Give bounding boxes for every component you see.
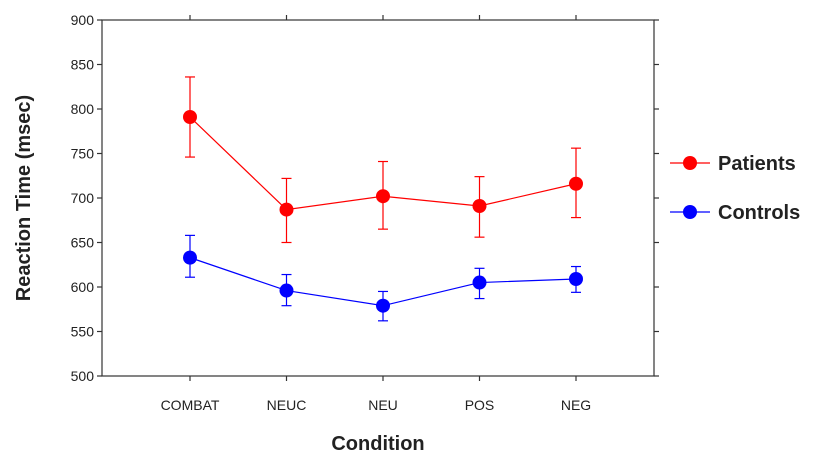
- data-point-controls: [183, 250, 197, 265]
- x-axis-title: Condition: [331, 433, 424, 455]
- y-tick-label: 750: [71, 146, 95, 162]
- legend-marker-patients: [683, 156, 697, 170]
- y-axis: 500 550 600 650 700 750 800 850 900: [71, 12, 659, 384]
- data-point-patients: [279, 202, 294, 217]
- y-axis-title: Reaction Time (msec): [13, 95, 35, 301]
- data-point-controls: [569, 271, 583, 286]
- data-point-patients: [376, 189, 390, 204]
- legend-label-controls: Controls: [718, 202, 800, 224]
- x-tick-label: NEUC: [267, 397, 307, 413]
- x-axis: COMBAT NEUC NEU POS NEG: [161, 15, 591, 413]
- x-tick-label: NEU: [368, 397, 398, 413]
- y-tick-label: 600: [71, 279, 95, 295]
- y-tick-label: 550: [71, 324, 95, 340]
- y-tick-label: 800: [71, 101, 95, 117]
- data-point-controls: [376, 298, 390, 313]
- data-point-patients: [183, 110, 197, 125]
- data-point-controls: [472, 275, 487, 290]
- x-tick-label: COMBAT: [161, 397, 220, 413]
- plot-area: [183, 76, 583, 322]
- y-tick-label: 900: [71, 12, 95, 28]
- data-point-patients: [472, 199, 487, 214]
- y-tick-label: 700: [71, 190, 95, 206]
- y-tick-label: 650: [71, 235, 95, 251]
- x-tick-label: POS: [465, 397, 495, 413]
- legend-marker-controls: [683, 205, 697, 219]
- y-tick-label: 500: [71, 368, 95, 384]
- legend-label-patients: Patients: [718, 153, 796, 175]
- data-point-controls: [279, 283, 294, 298]
- x-tick-label: NEG: [561, 397, 591, 413]
- legend: Patients Controls: [670, 153, 800, 224]
- data-point-patients: [569, 176, 583, 191]
- y-tick-label: 850: [71, 57, 95, 73]
